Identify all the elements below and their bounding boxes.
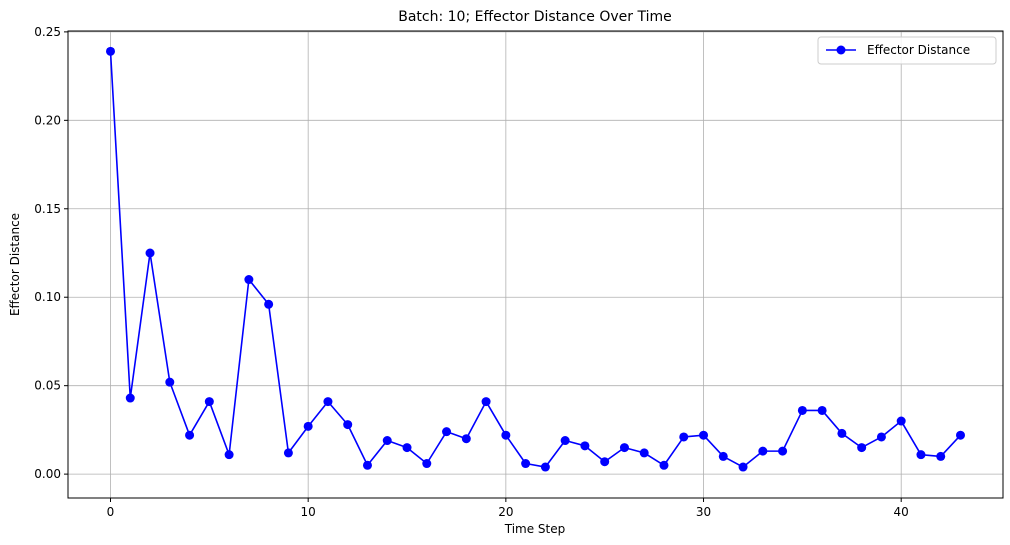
x-tick-label: 20 xyxy=(498,505,513,519)
data-point xyxy=(679,432,689,442)
data-point xyxy=(521,459,531,469)
y-axis-ticks: 0.00 0.05 0.10 0.15 0.20 0.25 xyxy=(34,25,68,481)
data-point xyxy=(422,459,432,469)
data-point xyxy=(442,427,452,437)
data-point xyxy=(758,446,768,456)
data-point xyxy=(797,405,807,415)
data-point xyxy=(817,405,827,415)
x-tick-label: 10 xyxy=(301,505,316,519)
data-point xyxy=(185,430,195,440)
data-point xyxy=(540,462,550,472)
y-tick-label: 0.05 xyxy=(34,379,61,393)
data-point xyxy=(145,248,155,258)
x-axis-ticks: 0 10 20 30 40 xyxy=(107,498,909,519)
data-point xyxy=(283,448,293,458)
y-tick-label: 0.00 xyxy=(34,467,61,481)
data-point xyxy=(481,397,491,407)
data-point xyxy=(560,436,570,446)
x-tick-label: 30 xyxy=(696,505,711,519)
plot-frame xyxy=(67,30,1004,499)
data-point xyxy=(639,448,649,458)
data-point xyxy=(580,441,590,451)
data-point xyxy=(125,393,135,403)
data-point xyxy=(303,421,313,431)
data-point xyxy=(244,275,254,285)
data-point xyxy=(343,420,353,430)
y-tick-label: 0.20 xyxy=(34,113,61,127)
data-point xyxy=(402,443,412,453)
chart-title: Batch: 10; Effector Distance Over Time xyxy=(398,9,672,25)
data-point xyxy=(323,397,333,407)
data-point xyxy=(165,377,175,387)
data-point xyxy=(461,434,471,444)
grid xyxy=(68,31,1003,498)
data-point xyxy=(501,430,511,440)
data-point xyxy=(382,436,392,446)
data-point xyxy=(106,46,115,56)
data-point xyxy=(916,450,926,460)
data-point xyxy=(362,460,372,470)
x-tick-label: 0 xyxy=(107,505,115,519)
data-point xyxy=(204,397,214,407)
data-point xyxy=(264,299,274,309)
data-point xyxy=(738,462,748,472)
y-axis-label: Effector Distance xyxy=(8,213,22,316)
y-tick-label: 0.10 xyxy=(34,290,61,304)
data-point xyxy=(718,451,728,461)
data-point xyxy=(778,446,788,456)
legend: Effector Distance xyxy=(817,36,997,65)
data-point xyxy=(936,451,946,461)
x-tick-label: 40 xyxy=(894,505,909,519)
data-point xyxy=(659,460,669,470)
y-tick-label: 0.25 xyxy=(34,25,61,39)
data-point xyxy=(224,450,234,460)
legend-marker xyxy=(836,45,846,55)
series-layer xyxy=(106,46,965,472)
series-line xyxy=(109,51,962,468)
data-point xyxy=(857,443,867,453)
y-tick-label: 0.15 xyxy=(34,202,61,216)
data-point xyxy=(600,457,610,467)
data-point xyxy=(699,430,709,440)
data-point xyxy=(956,430,965,440)
data-point xyxy=(876,432,886,442)
legend-label: Effector Distance xyxy=(867,43,970,57)
legend-box xyxy=(817,36,997,65)
data-point xyxy=(619,443,629,453)
data-point xyxy=(837,428,847,438)
x-axis-label: Time Step xyxy=(504,522,566,536)
data-point xyxy=(896,416,906,426)
